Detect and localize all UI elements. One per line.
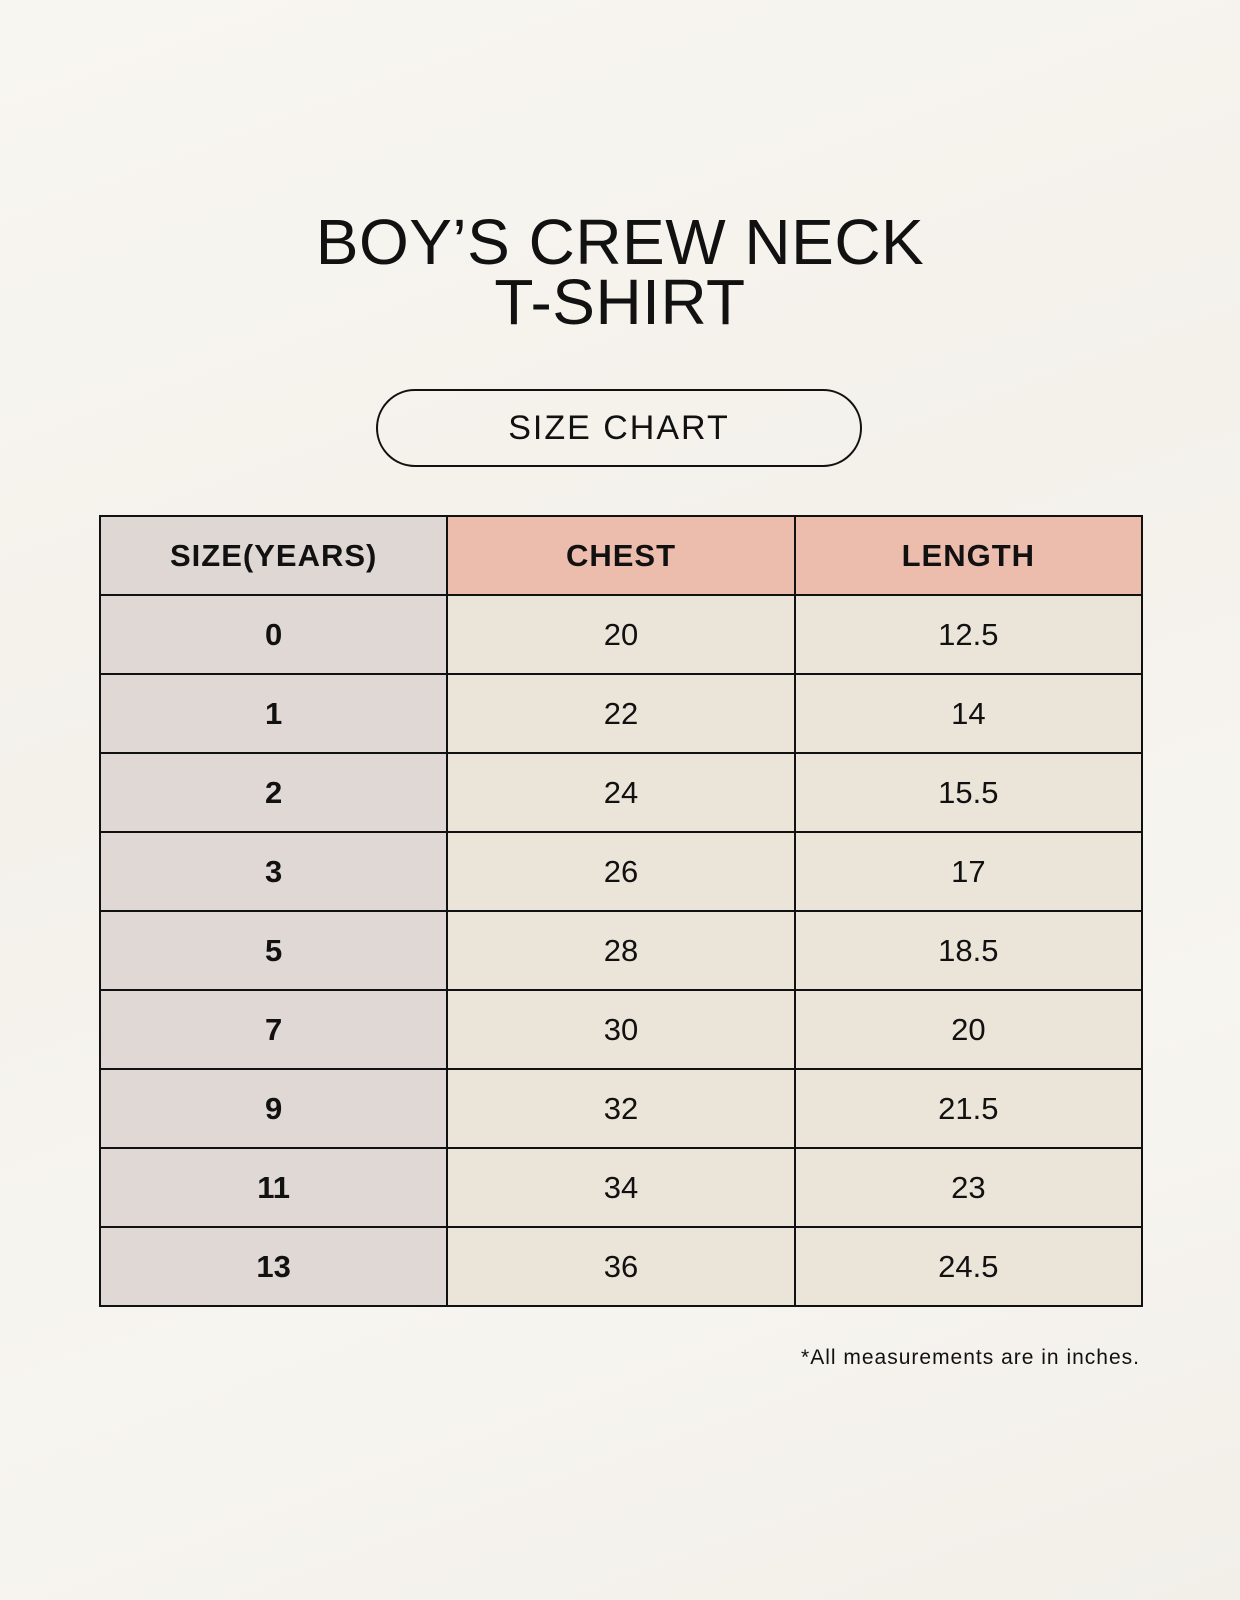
- table-row: 11 34 23: [98, 1147, 1144, 1228]
- length-cell: 12.5: [793, 594, 1144, 675]
- table-row: 0 20 12.5: [98, 594, 1144, 675]
- size-chart-label: SIZE CHART: [376, 389, 862, 467]
- length-cell: 23: [793, 1147, 1144, 1228]
- table-row: 7 30 20: [98, 989, 1144, 1070]
- chest-cell: 20: [446, 594, 796, 675]
- table-row: 1 22 14: [98, 673, 1144, 754]
- table-header-row: SIZE(YEARS) CHEST LENGTH: [98, 515, 1144, 596]
- size-cell: 11: [98, 1147, 449, 1228]
- length-cell: 20: [793, 989, 1144, 1070]
- chest-cell: 28: [446, 910, 796, 991]
- size-cell: 5: [98, 910, 449, 991]
- length-cell: 21.5: [793, 1068, 1144, 1149]
- header-length: LENGTH: [793, 515, 1144, 596]
- table-row: 3 26 17: [98, 831, 1144, 912]
- chest-cell: 24: [446, 752, 796, 833]
- size-cell: 1: [98, 673, 449, 754]
- length-cell: 17: [793, 831, 1144, 912]
- size-cell: 0: [98, 594, 449, 675]
- chest-cell: 32: [446, 1068, 796, 1149]
- chest-cell: 36: [446, 1226, 796, 1307]
- header-chest: CHEST: [446, 515, 796, 596]
- size-table: SIZE(YEARS) CHEST LENGTH 0 20 12.5 1 22 14 2 24…: [98, 515, 1144, 1307]
- title-line-1: BOY’S CREW NECK: [315, 206, 925, 278]
- header-size: SIZE(YEARS): [98, 515, 449, 596]
- size-cell: 7: [98, 989, 449, 1070]
- table-row: 2 24 15.5: [98, 752, 1144, 833]
- size-cell: 13: [98, 1226, 449, 1307]
- length-cell: 18.5: [793, 910, 1144, 991]
- chest-cell: 22: [446, 673, 796, 754]
- length-cell: 24.5: [793, 1226, 1144, 1307]
- table-row: 13 36 24.5: [98, 1226, 1144, 1307]
- chest-cell: 26: [446, 831, 796, 912]
- page-title: BOY’S CREW NECK T-SHIRT: [0, 206, 1240, 338]
- table-row: 5 28 18.5: [98, 910, 1144, 991]
- title-line-2: T-SHIRT: [494, 266, 746, 338]
- chest-cell: 30: [446, 989, 796, 1070]
- size-cell: 9: [98, 1068, 449, 1149]
- chest-cell: 34: [446, 1147, 796, 1228]
- footnote: *All measurements are in inches.: [801, 1346, 1140, 1369]
- length-cell: 14: [793, 673, 1144, 754]
- length-cell: 15.5: [793, 752, 1144, 833]
- size-cell: 3: [98, 831, 449, 912]
- table-row: 9 32 21.5: [98, 1068, 1144, 1149]
- size-cell: 2: [98, 752, 449, 833]
